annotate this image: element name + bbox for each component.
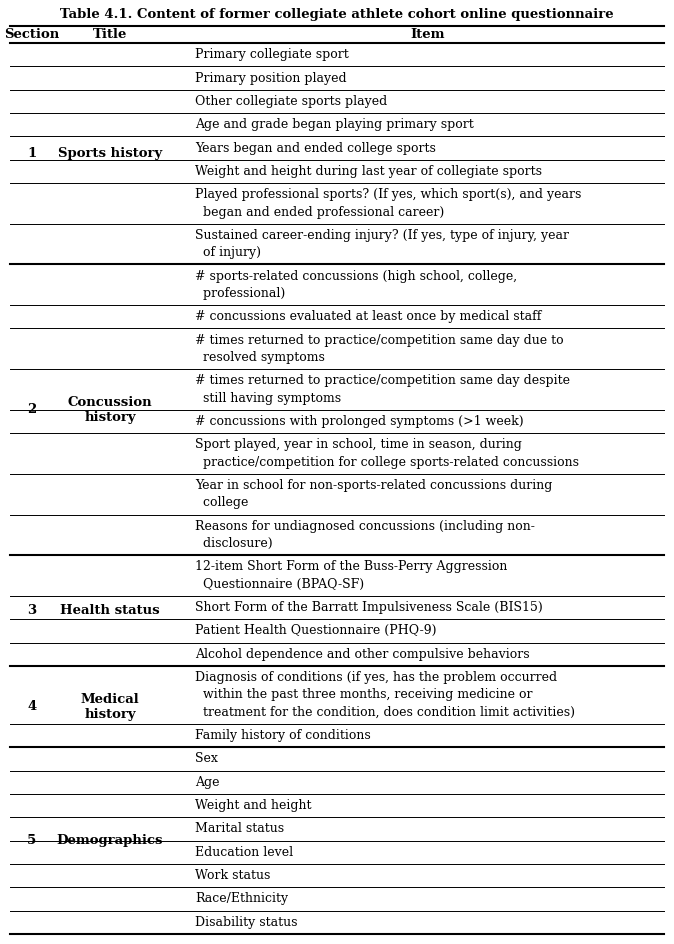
- Text: Patient Health Questionnaire (PHQ-9): Patient Health Questionnaire (PHQ-9): [195, 624, 437, 637]
- Text: Reasons for undiagnosed concussions (including non-: Reasons for undiagnosed concussions (inc…: [195, 520, 535, 532]
- Text: Demographics: Demographics: [57, 834, 163, 847]
- Text: Family history of conditions: Family history of conditions: [195, 729, 371, 742]
- Text: Age: Age: [195, 776, 220, 789]
- Text: Health status: Health status: [60, 604, 160, 617]
- Text: Race/Ethnicity: Race/Ethnicity: [195, 892, 288, 905]
- Text: Sex: Sex: [195, 752, 218, 766]
- Text: # concussions evaluated at least once by medical staff: # concussions evaluated at least once by…: [195, 311, 541, 323]
- Text: Played professional sports? (If yes, which sport(s), and years: Played professional sports? (If yes, whi…: [195, 188, 582, 201]
- Text: Short Form of the Barratt Impulsiveness Scale (BIS15): Short Form of the Barratt Impulsiveness …: [195, 601, 543, 615]
- Text: Sport played, year in school, time in season, during: Sport played, year in school, time in se…: [195, 438, 522, 451]
- Text: # times returned to practice/competition same day due to: # times returned to practice/competition…: [195, 333, 563, 346]
- Text: Weight and height: Weight and height: [195, 800, 311, 812]
- Text: Education level: Education level: [195, 846, 293, 859]
- Text: 2: 2: [28, 403, 36, 416]
- Text: Other collegiate sports played: Other collegiate sports played: [195, 94, 388, 108]
- Text: Year in school for non-sports-related concussions during: Year in school for non-sports-related co…: [195, 479, 553, 492]
- Text: professional): professional): [195, 287, 285, 300]
- Text: Age and grade began playing primary sport: Age and grade began playing primary spor…: [195, 118, 474, 131]
- Text: Item: Item: [410, 28, 446, 41]
- Text: disclosure): disclosure): [195, 537, 272, 550]
- Text: college: college: [195, 497, 249, 510]
- Text: Disability status: Disability status: [195, 916, 297, 929]
- Text: # concussions with prolonged symptoms (>1 week): # concussions with prolonged symptoms (>…: [195, 415, 524, 428]
- Text: Weight and height during last year of collegiate sports: Weight and height during last year of co…: [195, 165, 542, 177]
- Text: within the past three months, receiving medicine or: within the past three months, receiving …: [195, 688, 532, 701]
- Text: Primary position played: Primary position played: [195, 72, 346, 85]
- Text: resolved symptoms: resolved symptoms: [195, 351, 325, 364]
- Text: Alcohol dependence and other compulsive behaviors: Alcohol dependence and other compulsive …: [195, 648, 530, 661]
- Text: Sports history: Sports history: [58, 147, 162, 160]
- Text: still having symptoms: still having symptoms: [195, 392, 341, 405]
- Text: Diagnosis of conditions (if yes, has the problem occurred: Diagnosis of conditions (if yes, has the…: [195, 671, 557, 684]
- Text: began and ended professional career): began and ended professional career): [195, 206, 444, 219]
- Text: Medical
history: Medical history: [81, 693, 140, 720]
- Text: treatment for the condition, does condition limit activities): treatment for the condition, does condit…: [195, 706, 575, 718]
- Text: Concussion
history: Concussion history: [67, 396, 152, 424]
- Text: Title: Title: [93, 28, 127, 41]
- Text: 1: 1: [28, 147, 36, 160]
- Text: Primary collegiate sport: Primary collegiate sport: [195, 48, 348, 61]
- Text: 4: 4: [28, 700, 36, 713]
- Text: # times returned to practice/competition same day despite: # times returned to practice/competition…: [195, 374, 570, 387]
- Text: Work status: Work status: [195, 869, 270, 882]
- Text: Years began and ended college sports: Years began and ended college sports: [195, 142, 436, 155]
- Text: # sports-related concussions (high school, college,: # sports-related concussions (high schoo…: [195, 270, 517, 282]
- Text: Table 4.1. Content of former collegiate athlete cohort online questionnaire: Table 4.1. Content of former collegiate …: [60, 8, 614, 21]
- Text: 3: 3: [28, 604, 36, 617]
- Text: of injury): of injury): [195, 246, 261, 260]
- Text: Marital status: Marital status: [195, 822, 284, 835]
- Text: practice/competition for college sports-related concussions: practice/competition for college sports-…: [195, 456, 579, 468]
- Text: Section: Section: [4, 28, 59, 41]
- Text: 12-item Short Form of the Buss-Perry Aggression: 12-item Short Form of the Buss-Perry Agg…: [195, 561, 508, 573]
- Text: Questionnaire (BPAQ-SF): Questionnaire (BPAQ-SF): [195, 578, 364, 591]
- Text: Sustained career-ending injury? (If yes, type of injury, year: Sustained career-ending injury? (If yes,…: [195, 228, 569, 242]
- Text: 5: 5: [28, 834, 36, 847]
